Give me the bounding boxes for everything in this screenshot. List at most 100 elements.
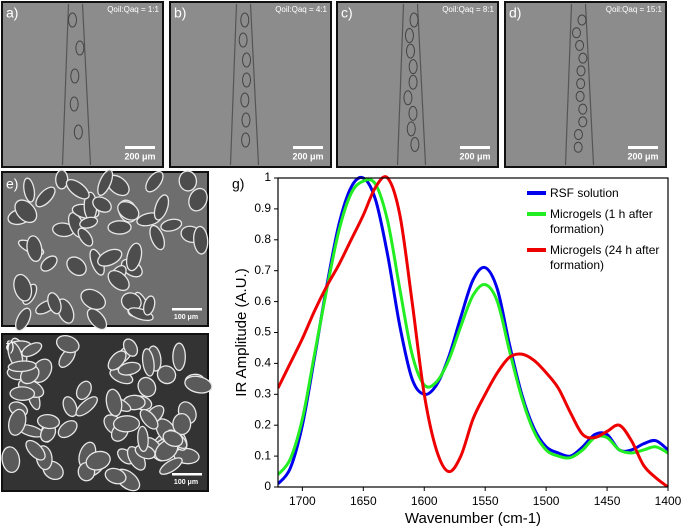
microgel xyxy=(66,256,87,277)
microgel xyxy=(14,199,38,224)
y-tick-label: 0.4 xyxy=(254,356,271,370)
y-tick-label: 0.3 xyxy=(254,386,271,400)
droplet xyxy=(238,32,248,48)
x-tick-label: 1400 xyxy=(655,494,682,508)
microgel xyxy=(172,412,192,436)
droplet xyxy=(408,74,418,90)
microgel xyxy=(92,196,112,213)
droplet xyxy=(75,40,85,56)
microgel xyxy=(62,396,78,418)
droplet xyxy=(69,96,79,112)
panel-label: b) xyxy=(174,5,186,21)
droplet xyxy=(577,14,587,26)
droplet xyxy=(240,92,250,108)
microgel xyxy=(97,248,123,267)
series-line xyxy=(278,175,668,487)
y-tick-label: 0.5 xyxy=(254,325,271,339)
microgel xyxy=(149,224,166,251)
microgel xyxy=(139,408,159,430)
series-line xyxy=(278,178,668,476)
droplet xyxy=(406,121,416,137)
micrograph xyxy=(169,1,332,168)
microgel xyxy=(107,269,130,292)
droplet xyxy=(70,68,80,84)
microgel xyxy=(79,216,99,229)
microgel xyxy=(86,308,108,331)
microgel xyxy=(40,255,58,272)
x-tick-label: 1450 xyxy=(594,494,621,508)
microgel xyxy=(57,420,78,439)
droplet xyxy=(404,28,414,44)
droplet xyxy=(241,132,251,148)
scale-bar xyxy=(293,146,323,149)
scale-label: 100 μm xyxy=(174,314,198,321)
y-tick-label: 0.6 xyxy=(254,294,271,308)
microgel xyxy=(25,439,46,461)
microgel xyxy=(137,376,157,398)
x-tick-label: 1700 xyxy=(289,494,316,508)
droplet xyxy=(409,12,419,28)
microgel xyxy=(120,292,142,312)
microgel xyxy=(7,360,37,373)
channel-wall xyxy=(61,3,70,166)
channel-wall xyxy=(229,3,238,166)
microgel xyxy=(35,186,56,208)
droplet xyxy=(576,78,586,90)
microgel xyxy=(15,307,32,332)
scale-bar xyxy=(125,146,155,149)
droplet xyxy=(575,39,585,51)
micrograph xyxy=(504,1,667,168)
droplet xyxy=(578,103,588,115)
microgel xyxy=(145,170,164,193)
microgel xyxy=(85,450,111,471)
microgel xyxy=(156,365,177,385)
channel-wall xyxy=(564,3,573,166)
microgel xyxy=(1,446,21,474)
microgel xyxy=(107,220,132,235)
x-tick-label: 1500 xyxy=(533,494,560,508)
microgel xyxy=(193,225,209,255)
scale-bar xyxy=(628,146,658,149)
panel-label: d) xyxy=(509,5,521,21)
microgel xyxy=(162,430,184,447)
microgel xyxy=(122,338,139,357)
scale-bar xyxy=(460,146,490,149)
microgel xyxy=(97,169,114,196)
x-axis-label: Wavenumber (cm-1) xyxy=(405,510,541,527)
y-tick-label: 0.1 xyxy=(254,448,271,462)
microgel xyxy=(137,425,149,453)
x-tick-label: 1650 xyxy=(350,494,377,508)
droplet xyxy=(240,12,250,28)
scale-label: 200 μm xyxy=(292,151,323,161)
microgel xyxy=(26,235,43,263)
microgel xyxy=(13,273,33,302)
flow-ratio: Qoil:Qaq = 1:1 xyxy=(107,5,159,14)
droplet xyxy=(571,27,581,39)
microgel xyxy=(127,307,154,322)
scale-label: 200 μm xyxy=(627,151,658,161)
scale-bar xyxy=(172,308,202,311)
droplet xyxy=(410,136,420,152)
droplet xyxy=(73,124,83,140)
y-tick-label: 0.2 xyxy=(254,417,271,431)
panel-label: g) xyxy=(232,176,244,192)
channel-wall xyxy=(396,3,405,166)
x-tick-label: 1600 xyxy=(411,494,438,508)
microgel xyxy=(47,292,62,315)
microgel xyxy=(141,348,155,377)
panel-label: c) xyxy=(341,5,353,21)
microgel xyxy=(75,396,98,417)
micrograph xyxy=(1,1,164,168)
droplet xyxy=(578,116,588,128)
panel-label: f) xyxy=(6,338,15,354)
micrograph xyxy=(336,1,499,168)
droplet xyxy=(403,90,413,106)
microgel xyxy=(55,334,80,354)
panel-label: e) xyxy=(6,176,18,192)
microgel xyxy=(55,169,69,190)
scale-bar xyxy=(172,473,202,476)
droplet xyxy=(408,105,418,121)
x-tick-label: 1550 xyxy=(472,494,499,508)
